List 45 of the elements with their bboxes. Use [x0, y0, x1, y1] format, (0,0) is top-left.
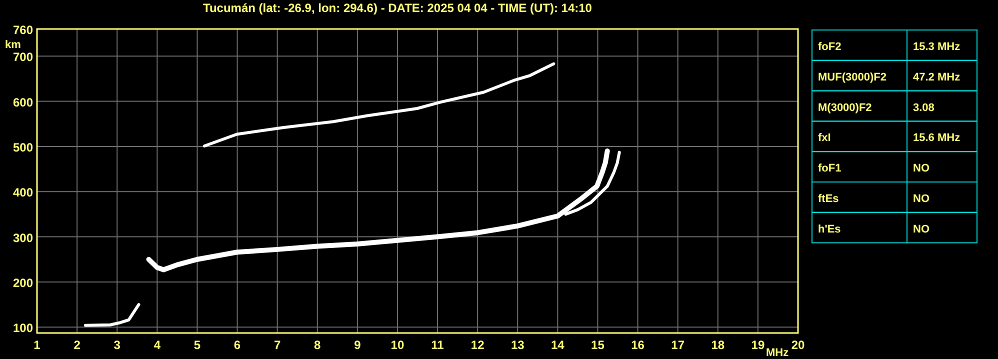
y-tick-label: 500: [12, 140, 34, 154]
x-tick-label: 7: [274, 338, 281, 352]
text: 3.08: [913, 102, 934, 114]
y-tick-label: 300: [12, 230, 34, 245]
x-tick-label: 16: [631, 338, 645, 352]
x-tick-label: 15: [591, 338, 605, 352]
x-axis-title: MHz: [766, 347, 790, 359]
text: 47.2 MHz: [913, 71, 960, 84]
category-label: M(3000)F2: [818, 102, 872, 114]
x-tick-label: 5: [194, 338, 201, 352]
y-tick-label: 100: [12, 321, 34, 336]
y-tick-label: 700: [12, 50, 34, 64]
x-tick-label: 2: [74, 338, 81, 352]
x-tick-label: 17: [671, 338, 685, 352]
y-tick-label: 200: [12, 276, 34, 290]
x-tick-label: 11: [431, 338, 444, 352]
y-tick-label: 600: [12, 95, 34, 110]
text: NO: [913, 162, 930, 175]
y-tick-label: 400: [12, 186, 34, 200]
text: NO: [913, 193, 930, 205]
category-label: foF1: [818, 162, 842, 175]
chart-title: Tucumán (lat: -26.9, lon: 294.6) - DATE: 2025 04 04 - TIME (UT): 14:10: [203, 1, 592, 15]
text: 15.3 MHz: [913, 41, 960, 53]
x-tick-label: 9: [354, 338, 362, 352]
x-tick-label: 14: [551, 338, 565, 352]
x-tick-label: 13: [510, 338, 525, 352]
x-tick-label: 4: [154, 338, 161, 352]
category-label: ftEs: [818, 193, 839, 205]
x-tick-label: 12: [470, 338, 485, 352]
text: NO: [913, 223, 930, 236]
x-tick-label: 1: [34, 338, 41, 352]
x-tick-label: 19: [751, 338, 765, 352]
text: 15.6 MHz: [913, 132, 960, 144]
x-tick-label: 10: [390, 338, 404, 352]
x-tick-label: 6: [234, 338, 241, 352]
category-label: MUF(3000)F2: [818, 71, 886, 84]
x-tick-label: 8: [314, 338, 322, 352]
x-tick-label: 18: [711, 338, 725, 352]
category-label: foF2: [818, 41, 842, 53]
x-tick-label: 3: [114, 338, 121, 352]
category-label: h'Es: [818, 223, 841, 236]
y-axis-title: km: [5, 39, 22, 51]
y-tick-label: 760: [12, 23, 34, 37]
category-label: fxI: [818, 132, 831, 144]
x-tick-label: 20: [791, 338, 805, 352]
